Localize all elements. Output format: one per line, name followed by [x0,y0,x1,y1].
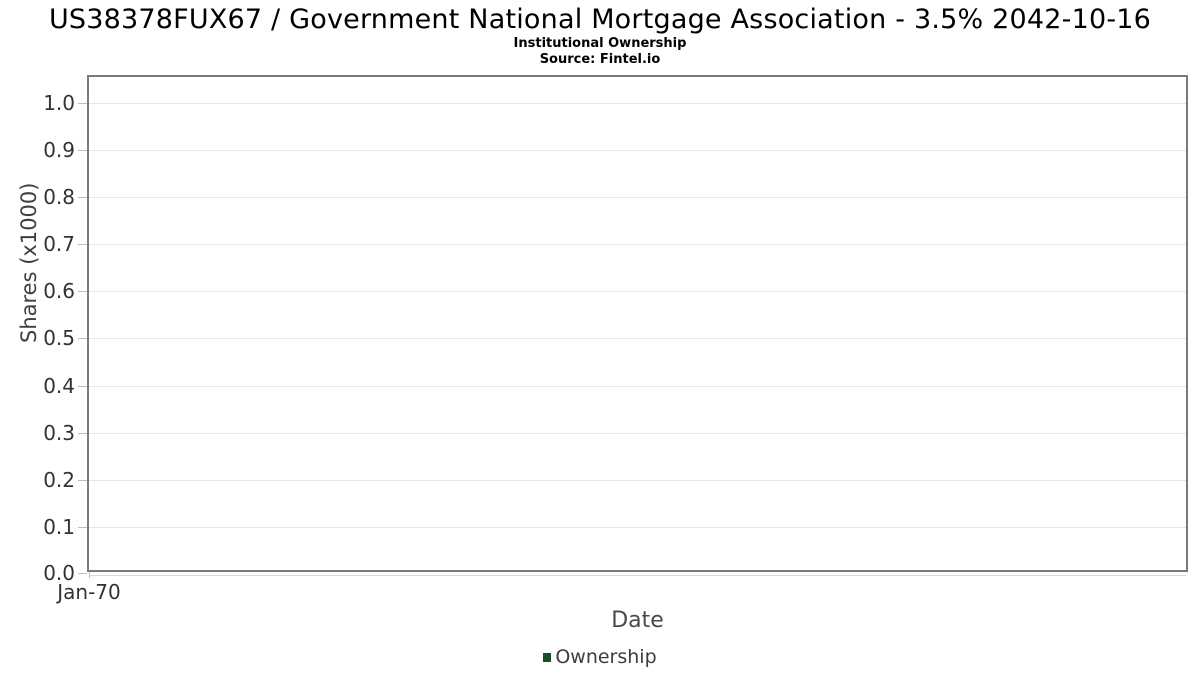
legend-swatch-icon [543,652,552,662]
y-gridline [89,433,1186,434]
legend: Ownership [0,646,1200,668]
chart-source: Source: Fintel.io [539,52,661,67]
y-tick-mark [78,291,87,292]
y-gridline [89,527,1186,528]
y-tick-mark [78,527,87,528]
y-tick-label: 0.3 [43,421,75,445]
y-gridline [89,244,1186,245]
y-tick-mark [78,480,87,481]
y-tick-label: 0.4 [43,374,75,398]
y-tick-mark [78,433,87,434]
plot-area: 0.0 0.1 0.2 0.3 0.4 0.5 0.6 0.7 0.8 0.9 1.0 Jan-70 [43,75,1188,604]
y-tick-label: 0.5 [43,326,75,350]
legend-entry-ownership[interactable]: Ownership [543,646,657,668]
x-tick-label: Jan-70 [57,580,121,604]
y-tick-label: 1.0 [43,91,75,115]
chart-title: US38378FUX67 / Government National Mortg… [48,4,1152,35]
y-gridline [89,150,1186,151]
y-tick-mark [78,197,87,198]
y-tick-label: 0.8 [43,185,75,209]
x-tick-mark [89,572,90,578]
y-gridline [89,338,1186,339]
y-tick-label: 0.7 [43,232,75,256]
y-tick-label: 0.9 [43,138,75,162]
y-tick-mark [78,338,87,339]
y-tick-label: 0.2 [43,468,75,492]
x-axis-line [89,575,1186,576]
x-axis-title: Date [611,608,664,633]
y-gridline [89,386,1186,387]
y-tick-label: 0.1 [43,515,75,539]
y-gridline [89,291,1186,292]
y-gridline [89,480,1186,481]
y-gridline [89,103,1186,104]
y-tick-mark [78,150,87,151]
y-tick-mark [78,386,87,387]
y-tick-mark [78,573,87,574]
chart-subtitle: Institutional Ownership [513,36,687,51]
y-axis-title: Shares (x1000) [17,182,41,343]
y-tick-label: 0.0 [43,561,75,585]
y-tick-mark [78,103,87,104]
legend-label: Ownership [555,646,657,668]
y-tick-mark [78,244,87,245]
y-gridline [89,197,1186,198]
y-tick-label: 0.6 [43,279,75,303]
